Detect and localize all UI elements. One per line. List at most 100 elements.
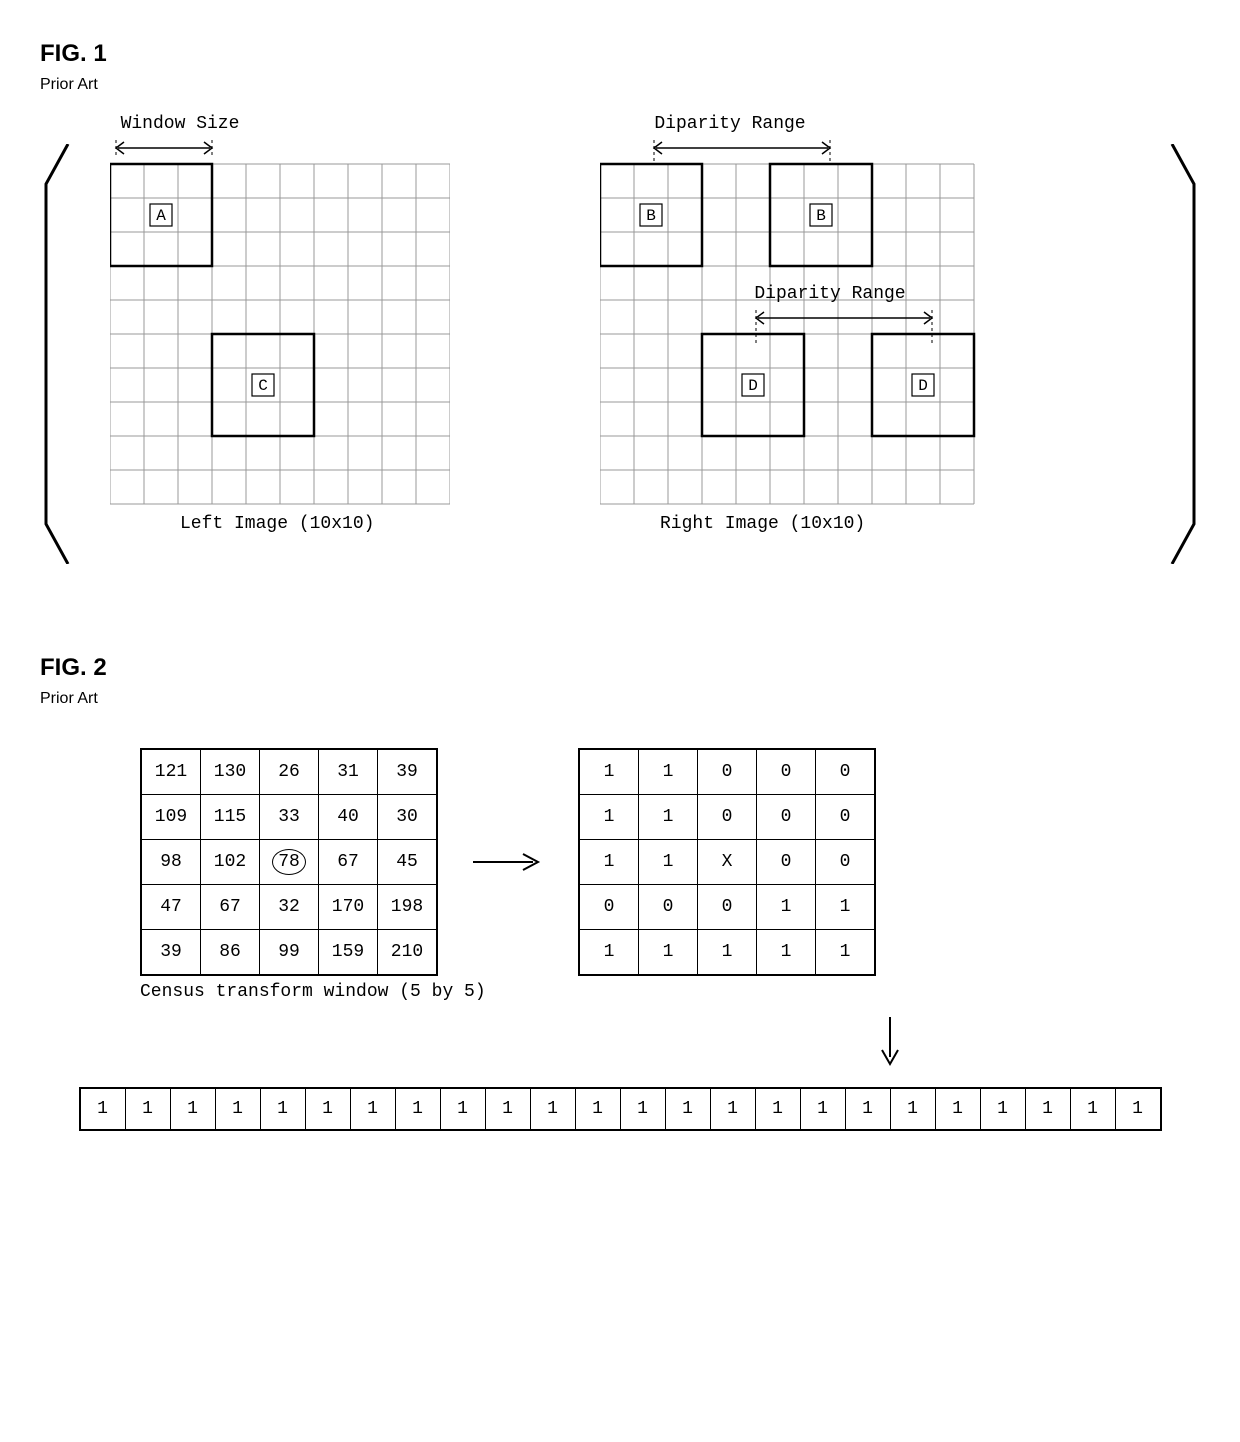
table-cell: 1: [639, 840, 698, 885]
fig1-subtitle: Prior Art: [40, 76, 1200, 94]
table-cell: 109: [141, 795, 201, 840]
svg-text:D: D: [918, 377, 928, 395]
bit-cell: 1: [441, 1089, 486, 1129]
left-grid: AC: [110, 134, 450, 519]
right-image-caption: Right Image (10x10): [660, 514, 865, 534]
table-cell: 45: [378, 840, 438, 885]
table-cell: 1: [579, 749, 639, 795]
bit-cell: 1: [576, 1089, 621, 1129]
table-cell: 102: [201, 840, 260, 885]
table-cell: 26: [260, 749, 319, 795]
table-cell: 170: [319, 885, 378, 930]
bit-cell: 1: [711, 1089, 756, 1129]
table-cell: 1: [757, 885, 816, 930]
bit-cell: 1: [621, 1089, 666, 1129]
table-cell: 33: [260, 795, 319, 840]
census-right-table: 110001100011X000001111111: [578, 748, 876, 976]
table-cell: 0: [579, 885, 639, 930]
table-cell: 1: [639, 749, 698, 795]
census-caption: Census transform window (5 by 5): [140, 982, 1200, 1002]
table-cell: 210: [378, 930, 438, 976]
svg-text:B: B: [646, 207, 656, 225]
bit-cell: 1: [756, 1089, 801, 1129]
left-image-caption: Left Image (10x10): [180, 514, 374, 534]
table-cell: 0: [816, 795, 876, 840]
bit-cell: 1: [531, 1089, 576, 1129]
table-cell: 159: [319, 930, 378, 976]
bit-cell: 1: [486, 1089, 531, 1129]
table-cell: 0: [698, 749, 757, 795]
bit-cell: 1: [126, 1089, 171, 1129]
table-cell: 0: [816, 749, 876, 795]
table-cell: 1: [816, 930, 876, 976]
svg-text:C: C: [258, 377, 268, 395]
fig2-subtitle: Prior Art: [40, 690, 1200, 708]
svg-text:D: D: [748, 377, 758, 395]
table-cell: 0: [757, 749, 816, 795]
bit-cell: 1: [171, 1089, 216, 1129]
bit-cell: 1: [351, 1089, 396, 1129]
table-cell: 1: [698, 930, 757, 976]
table-cell: 32: [260, 885, 319, 930]
fig2-title: FIG. 2: [40, 654, 1200, 682]
table-cell: 198: [378, 885, 438, 930]
table-cell: X: [698, 840, 757, 885]
table-cell: 1: [579, 840, 639, 885]
svg-text:A: A: [156, 207, 166, 225]
bracket-right: [1170, 144, 1200, 564]
table-cell: 0: [816, 840, 876, 885]
bit-cell: 1: [801, 1089, 846, 1129]
bit-cell: 1: [81, 1089, 126, 1129]
bit-cell: 1: [846, 1089, 891, 1129]
table-cell: 98: [141, 840, 201, 885]
bit-cell: 1: [1071, 1089, 1116, 1129]
table-cell: 39: [141, 930, 201, 976]
table-cell: 1: [639, 930, 698, 976]
table-cell: 1: [579, 930, 639, 976]
bit-vector: 111111111111111111111111: [79, 1087, 1162, 1131]
table-cell: 121: [141, 749, 201, 795]
table-cell: 99: [260, 930, 319, 976]
disparity-range-label-top: Diparity Range: [630, 114, 830, 134]
table-cell: 86: [201, 930, 260, 976]
table-cell: 1: [757, 930, 816, 976]
bit-cell: 1: [981, 1089, 1026, 1129]
table-cell: 78: [260, 840, 319, 885]
table-cell: 39: [378, 749, 438, 795]
fig2-container: 1211302631391091153340309810278674547673…: [40, 748, 1200, 1131]
bit-cell: 1: [666, 1089, 711, 1129]
bit-cell: 1: [396, 1089, 441, 1129]
bit-cell: 1: [306, 1089, 351, 1129]
disparity-arrow-mid: [750, 308, 940, 344]
table-cell: 1: [579, 795, 639, 840]
table-cell: 0: [757, 795, 816, 840]
bit-cell: 1: [1026, 1089, 1071, 1129]
table-cell: 47: [141, 885, 201, 930]
bit-cell: 1: [936, 1089, 981, 1129]
table-cell: 0: [757, 840, 816, 885]
arrow-down-icon: [875, 1012, 905, 1072]
window-size-label: Window Size: [110, 114, 250, 134]
table-cell: 1: [639, 795, 698, 840]
disparity-range-label-mid: Diparity Range: [730, 284, 930, 304]
table-cell: 0: [698, 795, 757, 840]
fig1-title: FIG. 1: [40, 40, 1200, 68]
table-cell: 0: [639, 885, 698, 930]
fig1-container: Window Size Diparity Range AC BBDD Dipar…: [40, 114, 1200, 594]
table-cell: 1: [816, 885, 876, 930]
bracket-left: [40, 144, 70, 564]
bit-cell: 1: [261, 1089, 306, 1129]
bit-cell: 1: [891, 1089, 936, 1129]
table-cell: 30: [378, 795, 438, 840]
bit-cell: 1: [216, 1089, 261, 1129]
census-left-table: 1211302631391091153340309810278674547673…: [140, 748, 438, 976]
table-cell: 67: [201, 885, 260, 930]
svg-text:B: B: [816, 207, 826, 225]
table-cell: 31: [319, 749, 378, 795]
table-cell: 0: [698, 885, 757, 930]
table-cell: 67: [319, 840, 378, 885]
table-cell: 130: [201, 749, 260, 795]
bit-cell: 1: [1116, 1089, 1160, 1129]
table-cell: 115: [201, 795, 260, 840]
table-cell: 40: [319, 795, 378, 840]
